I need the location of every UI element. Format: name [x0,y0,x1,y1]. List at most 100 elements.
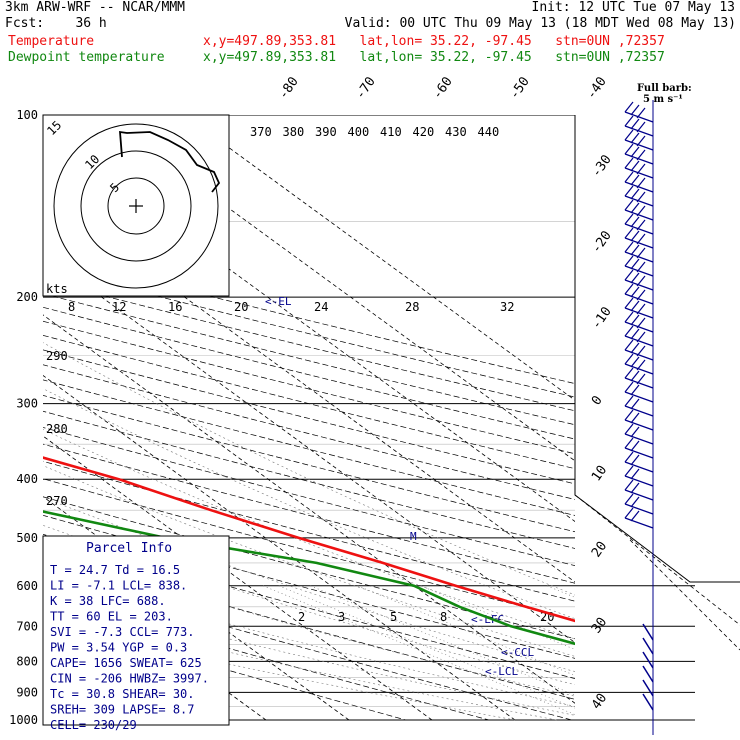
theta-label-380: 380 [283,125,305,139]
isotherm-label--40: -40 [584,74,610,102]
dry-adiabat [43,320,575,455]
hodograph-ring [53,123,219,289]
legend-dewpoint: Dewpoint temperature [8,50,165,65]
isotherm-label--50: -50 [507,74,533,102]
barb-flag [630,132,640,144]
barb-flag [636,247,646,259]
wind-barb [624,391,654,403]
isotherm-label--60: -60 [430,74,456,102]
barb-flag [630,174,640,186]
barb-flag [624,451,634,463]
pressure-label-500: 500 [16,531,38,545]
legend-dewpoint-info: x,y=497.89,353.81 lat,lon= 35.22, -97.45… [203,50,665,65]
wind-barb [624,489,654,501]
barb-flag [624,199,634,211]
theta-label-420: 420 [413,125,435,139]
wind-barb [624,517,654,529]
dry-adiabat [43,616,406,721]
wind-barb [642,693,654,711]
barb-flag [636,275,646,287]
dry-adiabat [43,427,575,567]
isotherm [100,115,575,462]
legend-temperature-info: x,y=497.89,353.81 lat,lon= 35.22, -97.45… [203,34,665,49]
level-marker: <-LCL [485,665,518,678]
barb-flag [624,283,634,295]
barb-flag [630,468,640,480]
wind-barb [624,167,654,179]
parcel-title: Parcel Info [86,541,172,556]
wind-scale-label-12: 12 [112,300,126,314]
wind-barbs: Full barb:5 m s⁻¹ [624,83,692,735]
barb-flag [624,213,634,225]
isotherm [183,115,575,401]
barb-flag [630,342,640,354]
mixing-ratio-label-5: 5 [390,610,397,624]
isotherm-label--80: -80 [276,74,302,102]
wind-scale-label-32: 32 [500,300,514,314]
parcel-row: Tc = 30.8 SHEAR= 30. [50,687,195,701]
dry-adiabat [43,478,575,621]
barb-flag [630,300,640,312]
barb-flag [636,177,646,189]
barb-flag [636,345,646,357]
barb-flag [624,115,634,127]
moist-adiabat [43,429,575,640]
isotherm-label--70: -70 [353,74,379,102]
level-marker: <-CCL [501,646,534,659]
hodograph-trace [119,130,221,193]
wind-barb [624,195,654,207]
barb-flag [636,149,646,161]
mixing-ratio-line [310,585,575,696]
pressure-label-200: 200 [16,290,38,304]
parcel-row: LI = -7.1 LCL= 838. [50,579,187,593]
wind-barb [624,377,654,389]
wind-barb [624,349,654,361]
isotherm-label--20: -20 [589,228,615,256]
moist-adiabat [43,465,575,657]
barb-flag [630,454,640,466]
barb-flag [624,227,634,239]
wind-scale-label-20: 20 [234,300,248,314]
barb-flag [624,269,634,281]
isotherm-label-20: 20 [589,539,610,560]
theta-label-370: 370 [250,125,272,139]
parcel-box [42,535,230,726]
theta-label-430: 430 [445,125,467,139]
level-marker: <-LFC [471,613,504,626]
wind-barb [624,265,654,277]
isotherm [43,253,575,644]
barb-flag [630,286,640,298]
barb-flag [636,205,646,217]
isotherm-label-30: 30 [589,615,610,636]
barb-flag [630,146,640,158]
wind-barb [624,321,654,333]
dry-adiabat [43,349,575,485]
mixing-ratio-label-8: 8 [440,610,447,624]
isotherm-extension [629,539,740,651]
barb-flag [630,188,640,200]
barb-flag [630,412,640,424]
barb-flag [636,359,646,371]
barb-flag [624,493,634,505]
moist-adiabat [43,342,575,596]
barb-flag [624,465,634,477]
barb-flag [636,163,646,175]
barb-flag [624,381,634,393]
pressure-label-400: 400 [16,472,38,486]
hodograph-ring [107,177,165,235]
parcel-row: K = 38 LFC= 688. [50,594,166,608]
pressure-label-100: 100 [16,108,38,122]
pressure-label-800: 800 [16,654,38,668]
barb-flag [624,255,634,267]
wind-barb [624,433,654,445]
barb-flag [636,373,646,385]
barb-flag [636,107,646,119]
barb-flag [624,143,634,155]
barb-flag [624,185,634,197]
level-marker: M [410,530,417,543]
barb-flag [624,353,634,365]
dry-adiabat [43,279,575,412]
barb-flag [624,507,634,519]
barb-flag [624,367,634,379]
